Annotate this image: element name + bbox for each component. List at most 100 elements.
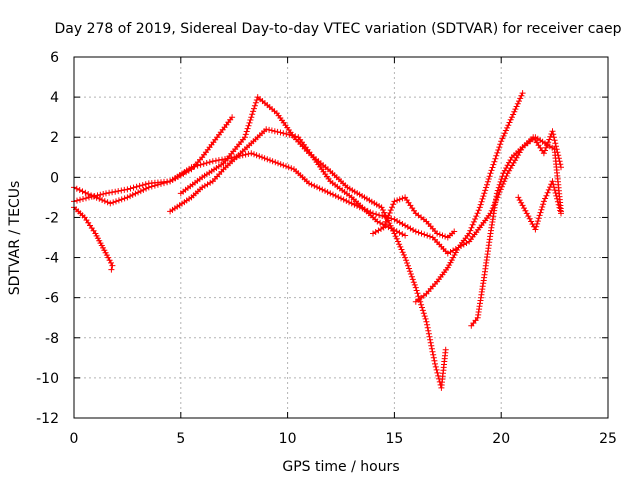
x-axis-label: GPS time / hours (282, 459, 399, 475)
data-point-marker (519, 202, 526, 209)
data-point-marker (516, 197, 523, 204)
data-point-marker (534, 220, 541, 227)
data-point-marker (243, 128, 250, 135)
data-point-marker (533, 223, 540, 230)
data-point-marker (387, 207, 394, 214)
data-point-marker (424, 321, 431, 328)
data-point-marker (493, 190, 500, 197)
data-point-marker (316, 185, 323, 192)
data-point-marker (256, 153, 263, 160)
data-point-marker (549, 178, 556, 185)
data-point-marker (373, 211, 380, 218)
data-point-marker (494, 149, 501, 156)
y-tick-label: -12 (36, 411, 59, 427)
data-point-marker (266, 126, 273, 133)
data-point-marker (399, 195, 406, 202)
data-point-marker (522, 207, 529, 214)
data-point-marker (285, 164, 292, 171)
data-point-marker (97, 191, 104, 198)
data-point-marker (498, 176, 505, 183)
data-point-marker (413, 287, 420, 294)
data-point-marker (203, 160, 210, 166)
data-point-marker (551, 184, 557, 191)
data-point-marker (431, 357, 438, 364)
data-point-marker (467, 227, 474, 234)
data-point-marker (248, 150, 255, 157)
data-point-marker (549, 128, 556, 135)
data-point-marker (429, 348, 436, 355)
data-point-marker (498, 138, 505, 145)
data-point-marker (495, 184, 502, 191)
data-point-marker (391, 198, 398, 205)
data-point-marker (555, 201, 562, 208)
data-point-marker (492, 155, 499, 162)
data-point-marker (423, 318, 430, 325)
data-point-marker (512, 106, 519, 113)
data-point-marker (395, 238, 401, 245)
data-point-marker (244, 125, 251, 132)
data-point-marker (124, 186, 131, 193)
data-point-marker (555, 155, 562, 162)
data-point-marker (544, 189, 551, 196)
data-point-marker (101, 198, 108, 205)
data-point-marker (100, 191, 107, 197)
data-point-marker (277, 161, 284, 168)
data-point-marker (311, 182, 318, 189)
data-point-marker (386, 220, 393, 227)
data-point-marker (426, 333, 433, 340)
data-point-marker (554, 195, 561, 202)
data-point-marker (319, 186, 326, 193)
data-point-marker (118, 196, 125, 203)
data-point-marker (324, 189, 331, 196)
data-point-marker (412, 228, 419, 235)
data-point-marker (428, 345, 435, 352)
data-point-marker (104, 199, 111, 206)
data-point-marker (501, 130, 508, 137)
data-point-marker (338, 195, 344, 202)
series-trace-5 (177, 94, 449, 391)
data-point-marker (130, 184, 137, 191)
data-point-marker (484, 178, 491, 185)
data-point-marker (251, 102, 258, 109)
data-point-marker (398, 246, 405, 253)
data-point-marker (485, 176, 492, 182)
data-point-marker (419, 307, 426, 314)
data-point-marker (466, 230, 473, 237)
data-point-marker (245, 122, 252, 129)
data-point-marker (495, 147, 502, 153)
series-trace-1 (71, 204, 116, 273)
data-point-marker (158, 180, 164, 187)
series-line (415, 92, 524, 303)
data-point-marker (418, 230, 425, 237)
data-point-marker (558, 164, 564, 171)
data-point-marker (519, 90, 526, 97)
data-point-marker (253, 97, 260, 103)
x-tick-label: 25 (599, 431, 617, 447)
data-point-marker (382, 212, 389, 219)
data-point-marker (553, 146, 560, 153)
data-point-marker (253, 152, 260, 159)
data-point-marker (528, 218, 535, 225)
series-trace-8 (468, 128, 564, 329)
data-point-marker (404, 260, 410, 266)
data-point-marker (118, 187, 125, 194)
data-point-marker (396, 229, 403, 236)
data-point-marker (386, 210, 393, 216)
data-point-marker (136, 182, 143, 189)
data-point-marker (112, 188, 119, 195)
data-point-marker (93, 194, 100, 201)
data-point-marker (103, 190, 109, 197)
series-line (73, 116, 233, 205)
data-point-marker (507, 116, 514, 123)
data-point-marker (496, 144, 503, 151)
data-point-marker (538, 206, 545, 213)
data-point-marker (200, 160, 207, 167)
data-point-marker (484, 181, 490, 188)
data-point-marker (486, 173, 493, 180)
plot-frame (73, 56, 609, 419)
data-point-marker (403, 257, 410, 264)
data-point-marker (399, 221, 406, 227)
data-point-marker (80, 196, 86, 202)
data-point-marker (248, 114, 255, 121)
data-point-marker (332, 192, 339, 199)
